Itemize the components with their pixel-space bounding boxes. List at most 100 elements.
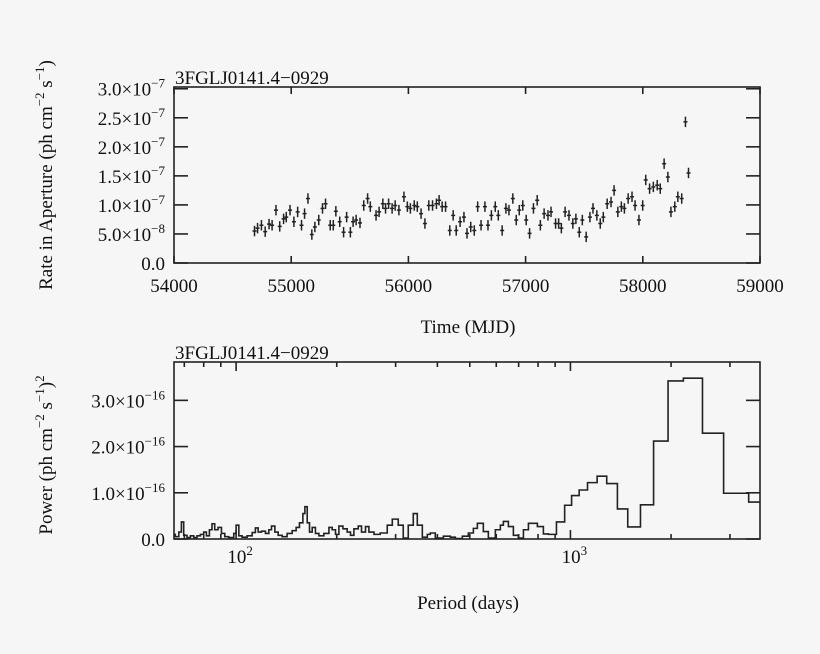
data-point [390, 203, 395, 214]
data-point [368, 201, 373, 212]
y-tick-label: 5.0×10−8 [98, 221, 165, 246]
data-point [580, 214, 585, 226]
data-point [263, 226, 268, 237]
x-tick-label-base: 10 [562, 547, 581, 568]
y-tick-label: 0.0 [141, 530, 165, 551]
data-point [559, 222, 564, 234]
lightcurve-axes-frame [173, 86, 761, 264]
data-point [636, 214, 641, 226]
data-point [651, 181, 656, 193]
data-point [570, 218, 575, 229]
data-point [493, 201, 498, 212]
data-point [259, 220, 264, 231]
data-point [323, 198, 328, 209]
y-tick-label-exponent: −7 [151, 105, 165, 120]
data-point [393, 200, 398, 211]
data-point [662, 158, 667, 169]
periodogram-axes-frame [173, 361, 761, 540]
lightcurve-panel: 3FGLJ0141.4−0929 Time (MJD) Rate in Aper… [32, 60, 784, 338]
data-point [538, 220, 543, 231]
data-point [415, 201, 420, 212]
data-point [503, 203, 508, 214]
data-point [386, 198, 391, 209]
data-point [542, 208, 547, 219]
data-point [284, 211, 289, 223]
data-point [496, 210, 501, 221]
data-point [451, 210, 456, 221]
y-tick-label-exponent: −8 [151, 221, 165, 236]
data-point [419, 208, 424, 219]
data-point [472, 225, 477, 236]
data-point [291, 216, 296, 227]
y-tick-label-base: 1.0×10 [98, 196, 151, 217]
lightcurve-xlabel: Time (MJD) [421, 317, 516, 338]
data-point [601, 211, 606, 223]
power-spectrum-line [174, 377, 760, 540]
data-point [295, 206, 300, 218]
data-point [643, 174, 648, 186]
y-tick-label-base: 2.0×10 [98, 138, 151, 159]
y-tick-label-base: 1.0×10 [91, 484, 144, 505]
lightcurve-ylabel: Rate in Aperture (ph cm−2 s−1) [32, 60, 57, 290]
y-tick-label: 0.0 [141, 254, 165, 275]
x-tick-label: 102 [227, 543, 253, 568]
x-tick-label: 54000 [150, 276, 198, 297]
y-tick-label-base: 2.0×10 [91, 438, 144, 459]
data-point [665, 171, 670, 183]
data-point [252, 225, 257, 237]
data-point [573, 213, 578, 225]
data-point [461, 211, 466, 223]
data-point [288, 204, 293, 216]
data-point [377, 206, 382, 218]
data-point [351, 216, 356, 227]
data-point [412, 200, 417, 211]
x-tick-label: 55000 [267, 276, 315, 297]
data-point [566, 210, 571, 221]
data-point [668, 206, 673, 218]
lightcurve-plot-area: 0.0 5.0×10−8 1.0×10−7 1.5×10 −7 2.0×10−7 2.5×1… [98, 76, 784, 297]
data-point [277, 221, 282, 232]
data-point [556, 218, 561, 229]
data-point [640, 200, 645, 211]
data-point [440, 201, 445, 212]
data-point [331, 220, 336, 231]
data-point [333, 206, 338, 217]
data-point [337, 216, 342, 227]
data-point [447, 225, 452, 236]
data-point [401, 191, 406, 203]
data-point [396, 204, 401, 216]
y-tick-label-exponent: −16 [145, 387, 166, 402]
y-tick-label: 2.0×10−7 [98, 134, 166, 159]
data-point [524, 214, 529, 226]
data-point [535, 195, 540, 206]
data-point [619, 201, 624, 212]
data-point [273, 204, 278, 216]
data-point [468, 221, 473, 233]
data-point [305, 193, 310, 204]
y-tick-label: 2.5×10−7 [98, 105, 166, 130]
data-point [517, 204, 522, 216]
y-tick-label: 3.0×10−7 [98, 76, 166, 101]
data-point [357, 217, 362, 229]
lightcurve-title: 3FGLJ0141.4−0929 [175, 68, 329, 89]
data-point [434, 198, 439, 209]
periodogram-title: 3FGLJ0141.4−0929 [175, 343, 329, 364]
data-point [647, 183, 652, 194]
y-tick-label: 1.0×10−7 [98, 192, 166, 217]
x-tick-label: 58000 [619, 276, 667, 297]
periodogram-panel: 3FGLJ0141.4−0929 Period (days) Power (ph… [32, 343, 761, 614]
data-point [500, 225, 505, 236]
data-point [686, 167, 691, 179]
data-point [422, 218, 427, 229]
data-point [465, 228, 469, 239]
data-point [408, 203, 413, 214]
y-tick-label-base: 1.5×10 [98, 167, 151, 188]
data-point [598, 218, 603, 229]
data-point [577, 226, 582, 238]
y-tick-label-base: 2.5×10 [98, 109, 151, 130]
data-point [316, 214, 321, 226]
data-point [527, 228, 532, 239]
data-point [312, 221, 317, 233]
data-point [658, 183, 663, 194]
